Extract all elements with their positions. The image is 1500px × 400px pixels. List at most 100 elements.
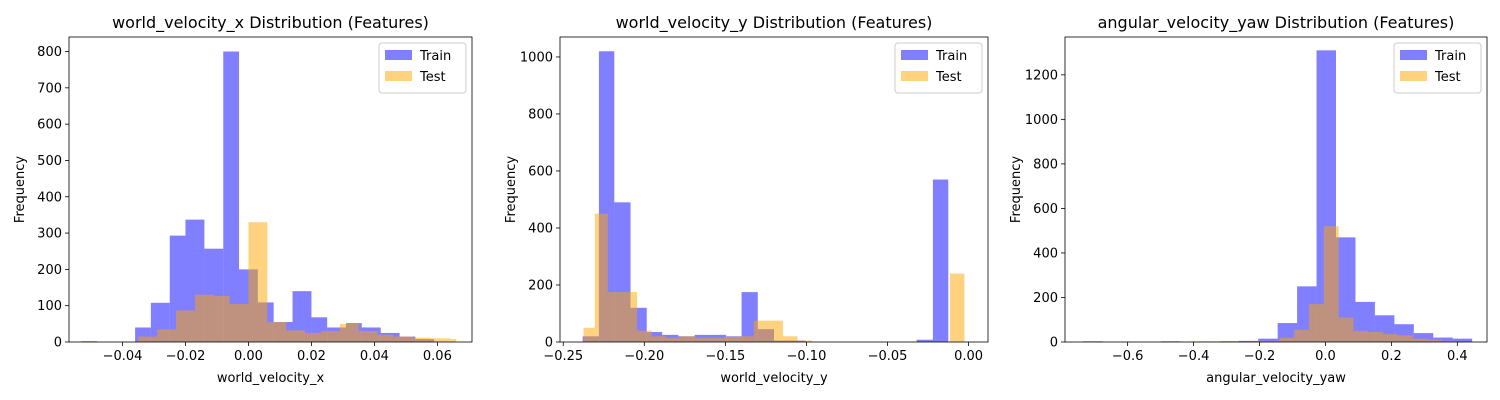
- y-tick-label: 400: [1033, 246, 1058, 261]
- x-axis-label: world_velocity_x: [217, 371, 325, 386]
- histogram-bar: [339, 323, 359, 342]
- histogram-bar: [1397, 335, 1413, 342]
- histogram-bar: [1452, 338, 1473, 342]
- x-axis-label: world_velocity_y: [720, 371, 828, 386]
- y-tick-label: 0: [545, 336, 553, 351]
- histogram-panel-world-velocity-y: −0.25 −0.20 −0.15 −0.10 −0.05 0.00 0 200 400 600 8…: [504, 13, 989, 386]
- series-train-bars: [1083, 50, 1473, 342]
- legend-swatch-test: [385, 71, 412, 81]
- plot-frame: [1064, 36, 1488, 343]
- histogram-bar: [157, 329, 177, 342]
- x-tick-label: 0.02: [297, 349, 326, 364]
- legend-swatch-test: [901, 71, 928, 81]
- histogram-bar: [194, 294, 214, 342]
- legend-label-train: Train: [419, 49, 451, 64]
- y-tick-label: 400: [37, 190, 62, 205]
- series-train-bars: [582, 51, 949, 343]
- x-tick-label: 0.04: [360, 349, 389, 364]
- histogram-bar: [651, 336, 667, 342]
- series-extra-bars: [949, 273, 965, 342]
- histogram-bar: [1258, 338, 1278, 342]
- histogram-bar: [1249, 340, 1265, 342]
- y-tick-label: 1000: [1025, 113, 1058, 128]
- x-tick-label: −0.10: [787, 349, 827, 364]
- histogram-bar: [666, 337, 681, 342]
- histogram-bar: [622, 292, 638, 342]
- histogram-bar: [393, 336, 413, 342]
- series-test-bars: [1190, 226, 1458, 342]
- x-tick-label: −0.25: [543, 349, 583, 364]
- histogram-bar: [1427, 339, 1443, 342]
- histogram-bar: [1277, 323, 1298, 342]
- chart-title: world_velocity_x Distribution (Features): [112, 13, 429, 33]
- legend: Train Test: [894, 42, 983, 94]
- legend-swatch-train: [385, 50, 412, 60]
- x-tick-label: −0.6: [1112, 349, 1144, 364]
- histogram-bar: [724, 336, 740, 342]
- histogram-bar: [377, 334, 394, 342]
- histogram-bar: [709, 337, 725, 342]
- series-test-bars: [583, 213, 813, 342]
- x-tick-label: −0.15: [705, 349, 745, 364]
- y-tick-label: 400: [528, 221, 553, 236]
- histogram-bar: [223, 51, 240, 343]
- histogram-bar: [1413, 333, 1434, 342]
- legend-swatch-train: [1400, 50, 1427, 60]
- histogram-bar: [607, 292, 623, 342]
- histogram-bar: [248, 222, 268, 342]
- histogram-bar: [1412, 338, 1428, 342]
- histogram-bar: [594, 213, 608, 342]
- y-tick-label: 800: [1033, 157, 1058, 172]
- histogram-bar: [449, 339, 457, 342]
- y-axis-label: Frequency: [1009, 156, 1024, 223]
- histogram-bar: [1442, 340, 1458, 342]
- y-tick-label: 700: [37, 81, 62, 96]
- histogram-bar: [1368, 331, 1384, 342]
- y-tick-label: 200: [37, 263, 62, 278]
- x-axis-label: angular_velocity_yaw: [1206, 371, 1346, 386]
- histogram-bar: [916, 339, 933, 342]
- x-tick-label: 0.4: [1447, 349, 1468, 364]
- histogram-bar: [1294, 329, 1309, 342]
- y-tick-label: 0: [1050, 336, 1058, 351]
- histogram-bar: [782, 336, 798, 342]
- legend-label-test: Test: [935, 70, 962, 85]
- x-tick-label: −0.2: [1244, 349, 1276, 364]
- histogram-panel-world-velocity-x: −0.04 −0.02 0.00 0.02 0.04 0.06 0 100 200 300 400 5…: [13, 13, 473, 386]
- histogram-bar: [637, 330, 652, 342]
- series-test-bars: [138, 222, 457, 342]
- x-tick-label: −0.05: [868, 349, 908, 364]
- histogram-bar: [695, 337, 710, 342]
- histogram-bar: [680, 336, 696, 342]
- y-tick-label: 0: [54, 336, 62, 351]
- x-tick-label: 0.0: [1315, 349, 1336, 364]
- histogram-bar: [741, 292, 758, 342]
- histogram-bar: [1323, 226, 1339, 342]
- y-tick-label: 600: [1033, 202, 1058, 217]
- y-tick-label: 800: [528, 107, 553, 122]
- histogram-bar: [1219, 341, 1235, 342]
- plot-frame: [559, 36, 989, 343]
- histogram-bar: [1264, 340, 1280, 342]
- legend-label-train: Train: [1434, 49, 1466, 64]
- histogram-bar: [753, 320, 769, 342]
- chart-title: world_velocity_y Distribution (Features): [616, 13, 933, 33]
- histogram-bar: [138, 336, 158, 342]
- chart-title: angular_velocity_yaw Distribution (Featu…: [1098, 13, 1455, 33]
- x-tick-label: 0.06: [423, 349, 452, 364]
- x-tick-label: −0.4: [1178, 349, 1210, 364]
- y-tick-label: 500: [37, 154, 62, 169]
- legend: Train Test: [378, 42, 467, 94]
- histogram-bar: [305, 332, 321, 342]
- x-tick-label: −0.20: [624, 349, 664, 364]
- y-tick-label: 1200: [1025, 68, 1058, 83]
- histogram-bar: [583, 327, 595, 342]
- y-tick-label: 200: [528, 278, 553, 293]
- histogram-bar: [320, 331, 340, 342]
- y-tick-label: 300: [37, 227, 62, 242]
- histogram-bar: [949, 273, 965, 342]
- y-axis-label: Frequency: [504, 156, 519, 223]
- x-tick-label: 0.00: [234, 349, 263, 364]
- histogram-bar: [1353, 330, 1369, 342]
- y-tick-label: 800: [37, 45, 62, 60]
